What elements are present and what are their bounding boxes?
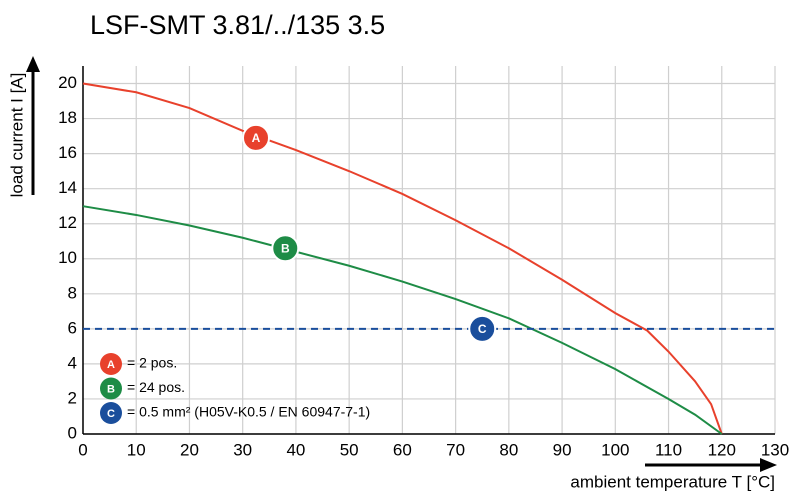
y-tick-label: 4	[68, 353, 77, 372]
curve-marker-label: C	[478, 322, 487, 336]
x-axis-arrowhead	[760, 458, 777, 472]
curve-marker	[242, 123, 270, 152]
x-tick-label: 0	[78, 440, 87, 459]
plot: ABC	[82, 82, 775, 435]
x-tick-label: 130	[761, 440, 789, 459]
x-tick-label: 110	[655, 440, 682, 459]
legend-label: = 0.5 mm² (H05V-K0.5 / EN 60947-7-1)	[127, 404, 370, 420]
x-axis-label: ambient temperature T [°C]	[570, 472, 775, 491]
y-tick-label: 6	[68, 318, 77, 337]
legend-marker-label: C	[107, 408, 115, 420]
y-axis-label: load current I [A]	[7, 73, 26, 198]
x-tick-label: 10	[127, 440, 146, 459]
y-tick-label: 14	[58, 178, 77, 197]
legend-label: = 24 pos.	[127, 379, 185, 395]
y-tick-label: 10	[58, 248, 77, 267]
legend-marker-label: A	[107, 359, 115, 371]
x-tick-label: 30	[233, 440, 252, 459]
series-line	[82, 82, 723, 435]
x-tick-label: 60	[393, 440, 412, 459]
x-tick-label: 100	[601, 440, 629, 459]
y-tick-label: 0	[68, 423, 77, 442]
curve-marker-label: A	[252, 131, 261, 145]
series-line	[82, 205, 723, 435]
x-tick-label: 80	[499, 440, 518, 459]
legend-marker	[100, 402, 122, 424]
x-tick-label: 40	[286, 440, 305, 459]
legend-marker-label: B	[107, 383, 115, 395]
curve-marker	[468, 314, 497, 343]
y-axis-arrowhead	[26, 56, 40, 72]
x-tick-label: 70	[446, 440, 465, 459]
x-tick-label: 20	[180, 440, 199, 459]
x-tick-label: 90	[553, 440, 572, 459]
x-tick-label: 50	[340, 440, 359, 459]
curve-marker-label: B	[281, 241, 290, 255]
y-tick-label: 8	[68, 283, 77, 302]
y-tick-label: 18	[58, 108, 77, 127]
legend-label: = 2 pos.	[127, 355, 177, 371]
y-tick-label: 12	[58, 213, 77, 232]
chart-title: LSF-SMT 3.81/../135 3.5	[90, 10, 385, 40]
y-tick-label: 20	[58, 73, 77, 92]
x-tick-label: 120	[708, 440, 736, 459]
legend-marker	[100, 353, 122, 375]
curve-marker	[271, 234, 300, 263]
legend-marker	[100, 377, 122, 400]
legend: A = 2 pos. B = 24 pos. C = 0.5 mm² (H05V-K0.5…	[100, 353, 370, 424]
y-tick-label: 2	[68, 388, 77, 407]
y-tick-label: 16	[58, 143, 77, 162]
